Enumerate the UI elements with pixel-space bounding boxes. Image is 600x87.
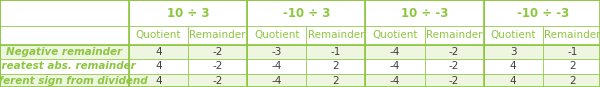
Bar: [425, 26, 484, 45]
Bar: [484, 45, 543, 59]
Bar: [425, 45, 484, 59]
Text: -1: -1: [567, 47, 577, 57]
Bar: [247, 59, 307, 74]
Bar: [307, 45, 365, 59]
Bar: [307, 26, 365, 45]
Text: -4: -4: [272, 61, 282, 71]
Text: -10 ÷ 3: -10 ÷ 3: [283, 7, 330, 20]
Text: 4: 4: [510, 76, 517, 86]
Bar: [307, 74, 365, 87]
Bar: [188, 45, 247, 59]
Text: 2: 2: [569, 76, 575, 86]
Bar: [484, 74, 543, 87]
Text: -3: -3: [272, 47, 282, 57]
Text: -4: -4: [390, 47, 400, 57]
Text: Negative remainder: Negative remainder: [7, 47, 122, 57]
Bar: [542, 45, 600, 59]
Bar: [307, 59, 365, 74]
Text: -2: -2: [212, 47, 223, 57]
Text: 10 ÷ 3: 10 ÷ 3: [167, 7, 209, 20]
Text: Quotient: Quotient: [490, 30, 536, 40]
Text: 4: 4: [155, 61, 162, 71]
Text: Remainder: Remainder: [544, 30, 600, 40]
Text: 10 ÷ -3: 10 ÷ -3: [401, 7, 448, 20]
Text: Quotient: Quotient: [254, 30, 299, 40]
Bar: [129, 45, 188, 59]
Text: -10 ÷ -3: -10 ÷ -3: [517, 7, 569, 20]
Text: 3: 3: [510, 47, 517, 57]
Bar: [542, 26, 600, 45]
Text: 2: 2: [332, 76, 339, 86]
Text: Greatest abs. remainder: Greatest abs. remainder: [0, 61, 136, 71]
Text: -4: -4: [390, 76, 400, 86]
Bar: [365, 59, 425, 74]
Bar: [484, 26, 543, 45]
Bar: [365, 26, 425, 45]
Bar: [188, 74, 247, 87]
Text: -2: -2: [212, 76, 223, 86]
Text: Quotient: Quotient: [136, 30, 181, 40]
Text: Remainder: Remainder: [308, 30, 364, 40]
Text: Quotient: Quotient: [372, 30, 418, 40]
Text: -2: -2: [449, 76, 459, 86]
Bar: [365, 45, 425, 59]
Text: 4: 4: [510, 61, 517, 71]
Text: Remainder: Remainder: [426, 30, 482, 40]
Text: -1: -1: [331, 47, 341, 57]
Bar: [129, 59, 188, 74]
Text: -4: -4: [390, 61, 400, 71]
Text: 2: 2: [332, 61, 339, 71]
Bar: [247, 45, 307, 59]
Text: Different sign from dividend: Different sign from dividend: [0, 76, 148, 86]
Bar: [129, 26, 188, 45]
Bar: [247, 74, 307, 87]
Bar: [365, 74, 425, 87]
Text: -2: -2: [449, 47, 459, 57]
Text: 2: 2: [569, 61, 575, 71]
Bar: [425, 59, 484, 74]
Text: -2: -2: [212, 61, 223, 71]
Bar: [542, 59, 600, 74]
Bar: [129, 74, 188, 87]
Bar: [188, 26, 247, 45]
Bar: [542, 74, 600, 87]
Text: -2: -2: [449, 61, 459, 71]
Bar: [425, 74, 484, 87]
Bar: [484, 59, 543, 74]
Text: 4: 4: [155, 47, 162, 57]
Bar: [247, 26, 307, 45]
Bar: [188, 59, 247, 74]
Text: 4: 4: [155, 76, 162, 86]
Text: Remainder: Remainder: [190, 30, 246, 40]
Text: -4: -4: [272, 76, 282, 86]
